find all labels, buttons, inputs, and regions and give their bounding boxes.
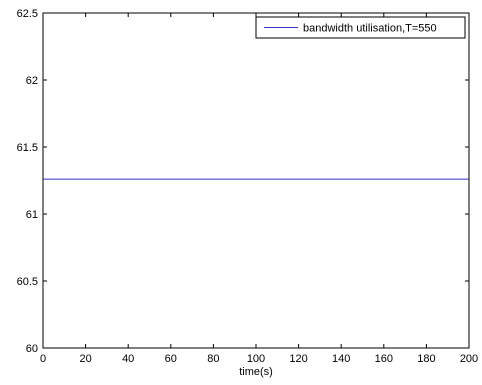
x-tick-labels: 0 20 40 60 80 100 120 140 160 180 200 xyxy=(40,353,478,365)
x-tick-label: 140 xyxy=(332,353,350,365)
legend-entry-label: bandwidth utilisation,T=550 xyxy=(303,23,437,35)
y-tick-label: 61.5 xyxy=(17,142,38,154)
legend: bandwidth utilisation,T=550 xyxy=(255,16,466,39)
y-tick-label: 62 xyxy=(26,75,38,87)
x-tick-label: 120 xyxy=(289,353,307,365)
x-tick-label: 60 xyxy=(165,353,177,365)
x-tick-label: 80 xyxy=(207,353,219,365)
x-tick-label: 100 xyxy=(247,353,265,365)
x-axis-label: time(s) xyxy=(239,366,273,378)
x-tick-label: 180 xyxy=(417,353,435,365)
y-tick-label: 62.5 xyxy=(17,8,38,20)
x-tick-label: 200 xyxy=(460,353,478,365)
y-tick-label: 61 xyxy=(26,209,38,221)
x-tick-label: 20 xyxy=(79,353,91,365)
plot-area xyxy=(43,13,469,348)
y-tick-label: 60 xyxy=(26,343,38,355)
y-tick-label: 60.5 xyxy=(17,276,38,288)
legend-box xyxy=(255,16,466,39)
x-tick-label: 40 xyxy=(122,353,134,365)
y-tick-labels: 60 60.5 61 61.5 62 62.5 xyxy=(17,8,38,355)
x-tick-label: 0 xyxy=(40,353,46,365)
plot-frame xyxy=(42,12,470,349)
x-tick-label: 160 xyxy=(375,353,393,365)
